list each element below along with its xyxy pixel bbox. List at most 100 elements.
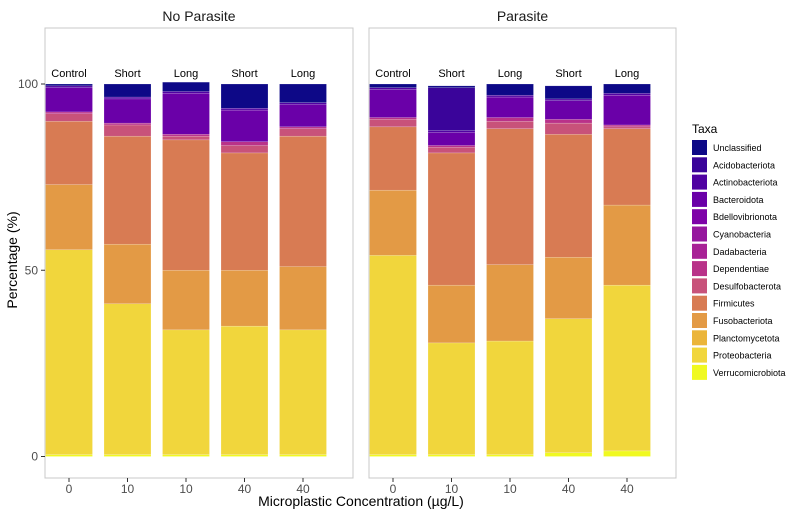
legend-label: Bdellovibrionota (713, 212, 777, 222)
bar-segment (103, 243, 152, 304)
bar-label: Control (375, 68, 410, 80)
bar-segment (544, 318, 593, 453)
bar-segment (486, 128, 534, 265)
bar-label: Control (51, 68, 86, 80)
bar-segment (162, 139, 210, 271)
legend-swatch (692, 174, 707, 190)
legend-swatch (692, 157, 707, 173)
bar-segment (603, 128, 651, 206)
y-tick-label: 50 (25, 263, 39, 277)
bar-segment (369, 126, 417, 191)
legend-label: Fusobacteriota (713, 316, 773, 326)
bar-segment (162, 93, 210, 135)
legend-label: Planctomycetota (713, 333, 780, 343)
legend-swatch (692, 278, 707, 294)
bar-stack (103, 83, 152, 457)
bar-segment (103, 83, 152, 98)
bar-stack (162, 81, 210, 457)
bar-segment (369, 87, 417, 90)
bar-segment (427, 147, 476, 154)
legend-item: Actinobacteriota (692, 174, 778, 190)
bar-segment (603, 93, 651, 96)
bar-label: Long (615, 68, 639, 80)
bar-segment (427, 145, 476, 148)
legend-item: Unclassified (692, 140, 762, 155)
bar-label: Short (438, 68, 464, 80)
facet-panel: Parasite Control 0 Short 10 Long 10 Short 40 Long… (368, 8, 677, 496)
bar-segment (162, 81, 210, 92)
bar-segment (369, 117, 417, 120)
legend-item: Dadabacteria (692, 243, 767, 259)
bar-segment (279, 102, 327, 105)
x-tick-label: 0 (66, 482, 73, 496)
bar-segment (486, 117, 534, 122)
bar-segment (103, 303, 152, 455)
legend-swatch (692, 313, 707, 328)
bar-segment (369, 83, 417, 88)
x-tick-label: 10 (445, 482, 459, 496)
bar-segment (603, 124, 651, 128)
legend-label: Acidobacteriota (713, 160, 775, 170)
facets: No Parasite Control 0 Short 10 Long 10 Short 40 L… (44, 8, 677, 496)
legend-swatch (692, 330, 707, 346)
bar-label: Short (555, 68, 581, 80)
bar-segment (544, 257, 593, 319)
bar-segment (45, 83, 93, 87)
bar-segment (220, 109, 269, 142)
bar-segment (103, 98, 152, 124)
bar-label: Long (174, 68, 198, 80)
legend-swatch (692, 191, 707, 207)
legend-item: Bacteroidota (692, 191, 764, 207)
legend-label: Dadabacteria (713, 247, 767, 257)
legend-item: Fusobacteriota (692, 313, 773, 328)
bar-segment (220, 270, 269, 327)
y-axis-title: Percentage (%) (4, 211, 20, 308)
legend-swatch (692, 347, 707, 363)
legend-item: Cyanobacteria (692, 226, 771, 242)
legend-label: Unclassified (713, 143, 762, 153)
bar-segment (103, 135, 152, 245)
bar-stack (45, 83, 93, 457)
bar-segment (103, 124, 152, 137)
bar-segment (220, 152, 269, 271)
bar-segment (45, 184, 93, 250)
x-tick-label: 10 (503, 482, 517, 496)
x-axis-title: Microplastic Concentration (µg/L) (258, 493, 464, 509)
bar-stack (544, 85, 593, 457)
bar-segment (279, 266, 327, 331)
legend-swatch (692, 261, 707, 277)
bar-stack (427, 85, 476, 457)
legend-item: Dependentiae (692, 261, 769, 277)
bar-segment (603, 284, 651, 452)
bar-stack (369, 83, 417, 457)
bar-segment (45, 249, 93, 455)
bar-segment (45, 85, 93, 88)
bar-stack (279, 83, 327, 457)
legend-label: Actinobacteriota (713, 178, 778, 188)
bar-segment (369, 119, 417, 128)
bar-segment (603, 126, 651, 129)
legend-swatch (692, 226, 707, 242)
bar-label: Long (291, 68, 315, 80)
bar-segment (279, 128, 327, 137)
bar-segment (45, 111, 93, 114)
bar-segment (279, 329, 327, 455)
bar-segment (279, 83, 327, 103)
x-tick-label: 40 (562, 482, 576, 496)
facet-title: Parasite (497, 8, 549, 24)
bar-segment (486, 83, 534, 96)
legend-item: Firmicutes (692, 295, 755, 311)
y-axis: 0 50 100 (18, 77, 45, 464)
bar-segment (162, 454, 210, 457)
bar-segment (427, 454, 476, 457)
bar-segment (486, 94, 534, 98)
legend-swatch (692, 295, 707, 311)
bar-segment (220, 454, 269, 457)
x-tick-label: 40 (620, 482, 634, 496)
bar-segment (279, 126, 327, 129)
legend-item: Verrucomicrobiota (692, 364, 786, 380)
bar-stack (220, 83, 269, 457)
bar-segment (220, 325, 269, 455)
bar-segment (45, 87, 93, 113)
